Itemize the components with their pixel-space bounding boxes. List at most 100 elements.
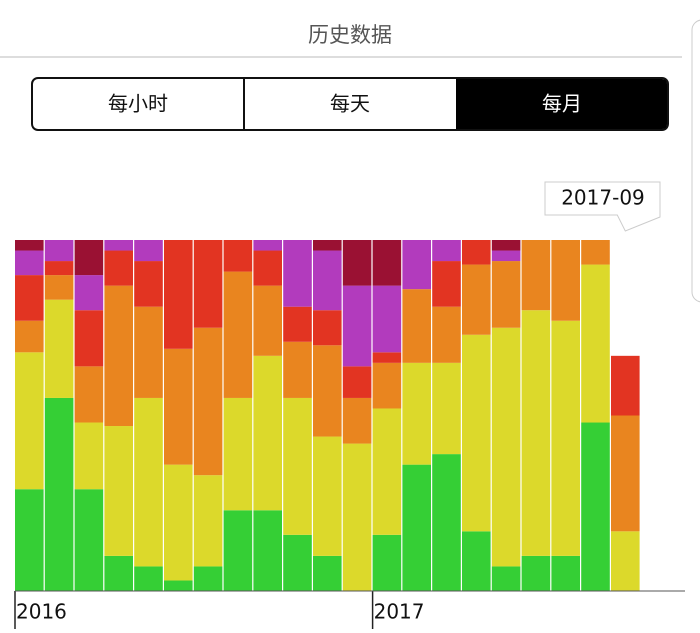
bar-segment: [491, 240, 521, 251]
bar-segment: [44, 240, 74, 262]
bar-segment: [164, 464, 193, 581]
x-tick-label: 2016: [16, 600, 67, 624]
side-panel: [691, 19, 700, 303]
bar-segment: [313, 310, 342, 346]
bar-segment: [313, 555, 342, 591]
bar-segment: [134, 566, 163, 591]
bar-segment: [462, 334, 491, 532]
bar-segment: [15, 250, 44, 276]
bar-segment: [253, 250, 282, 286]
bar-segment: [74, 489, 104, 591]
tooltip-box: [544, 181, 661, 232]
bar-segment: [15, 240, 44, 251]
bar-segment: [44, 261, 74, 276]
bar-segment: [432, 306, 461, 363]
bar-segment: [313, 240, 342, 251]
bar-segment: [462, 531, 491, 591]
bar-segment: [44, 397, 74, 591]
bar-segment: [402, 289, 431, 363]
bar-segment: [193, 327, 223, 476]
bar-segment: [521, 240, 551, 311]
bar-segment: [313, 345, 342, 437]
bar-segment: [74, 310, 104, 367]
bar-segment: [462, 240, 491, 265]
bar-segment: [402, 464, 431, 591]
bar-segment: [313, 250, 342, 311]
bar-segment: [521, 555, 551, 591]
bar-segment: [223, 240, 253, 272]
bar-segment: [313, 436, 342, 556]
bar-segment: [611, 415, 640, 532]
bar-segment: [223, 510, 253, 591]
tooltip-text: 2017-09: [561, 186, 645, 210]
bar-segment: [551, 320, 580, 556]
bar-segment: [104, 426, 133, 556]
bar-segment: [74, 240, 104, 276]
bar-segment: [253, 240, 282, 251]
bar-segment: [402, 362, 431, 465]
bar-segment: [193, 566, 223, 591]
bar-segment: [223, 397, 253, 511]
bar-segment: [521, 310, 551, 556]
bar-segment: [44, 299, 74, 398]
bar-segment: [134, 397, 163, 567]
bar-segment: [581, 240, 610, 265]
tab-selected-bg: [456, 79, 667, 129]
bar-segment: [193, 475, 223, 567]
bar-segment: [402, 240, 431, 290]
bar-segment: [491, 250, 521, 262]
bar-segment: [15, 352, 44, 490]
bar-segment: [372, 534, 402, 591]
bar-segment: [342, 366, 372, 398]
bar-segment: [15, 489, 44, 591]
bar-segment: [104, 250, 133, 286]
bar-segment: [253, 355, 282, 511]
bar-segment: [372, 362, 402, 409]
bar-segment: [611, 355, 640, 416]
bar-segment: [164, 240, 193, 349]
bar-segment: [74, 275, 104, 311]
bar-segment: [491, 566, 521, 591]
bar-segment: [342, 285, 372, 367]
bar-segment: [491, 327, 521, 567]
bar-segment: [611, 531, 640, 591]
bar-segment: [551, 555, 580, 591]
bar-segment: [432, 362, 461, 455]
tab[interactable]: 每天: [330, 92, 370, 116]
bar-segment: [164, 348, 193, 465]
bar-segment: [44, 275, 74, 300]
tab[interactable]: 每小时: [108, 92, 168, 116]
bar-segment: [283, 240, 312, 307]
bar-segment: [283, 534, 312, 591]
bar-segment: [253, 285, 282, 356]
bar-segment: [372, 240, 402, 286]
bar-segment: [342, 240, 372, 286]
chart: 2016 2017 2017-09: [14, 181, 685, 629]
bar-segment: [342, 397, 372, 444]
bar-segment: [581, 422, 610, 591]
bar-segment: [74, 366, 104, 423]
bar-segment: [164, 580, 193, 591]
bar-segment: [372, 408, 402, 535]
bar-segment: [15, 275, 44, 321]
bar-segment: [134, 261, 163, 307]
bar-segment: [193, 240, 223, 328]
bar-segment: [283, 397, 312, 535]
bar-segment: [581, 264, 610, 423]
bar-segment: [432, 261, 461, 307]
bar-segment: [372, 285, 402, 353]
bar-segment: [491, 261, 521, 328]
tab[interactable]: 每月: [542, 92, 582, 116]
bar-segment: [223, 271, 253, 398]
bar-segment: [372, 352, 402, 363]
bar-segment: [104, 285, 133, 427]
bar-segment: [283, 341, 312, 398]
bar-segment: [104, 240, 133, 251]
bar-segment: [134, 240, 163, 262]
header-title: 历史数据: [308, 23, 392, 47]
x-tick-label: 2017: [374, 600, 425, 624]
bar-segment: [74, 422, 104, 490]
bar-segment: [253, 510, 282, 591]
